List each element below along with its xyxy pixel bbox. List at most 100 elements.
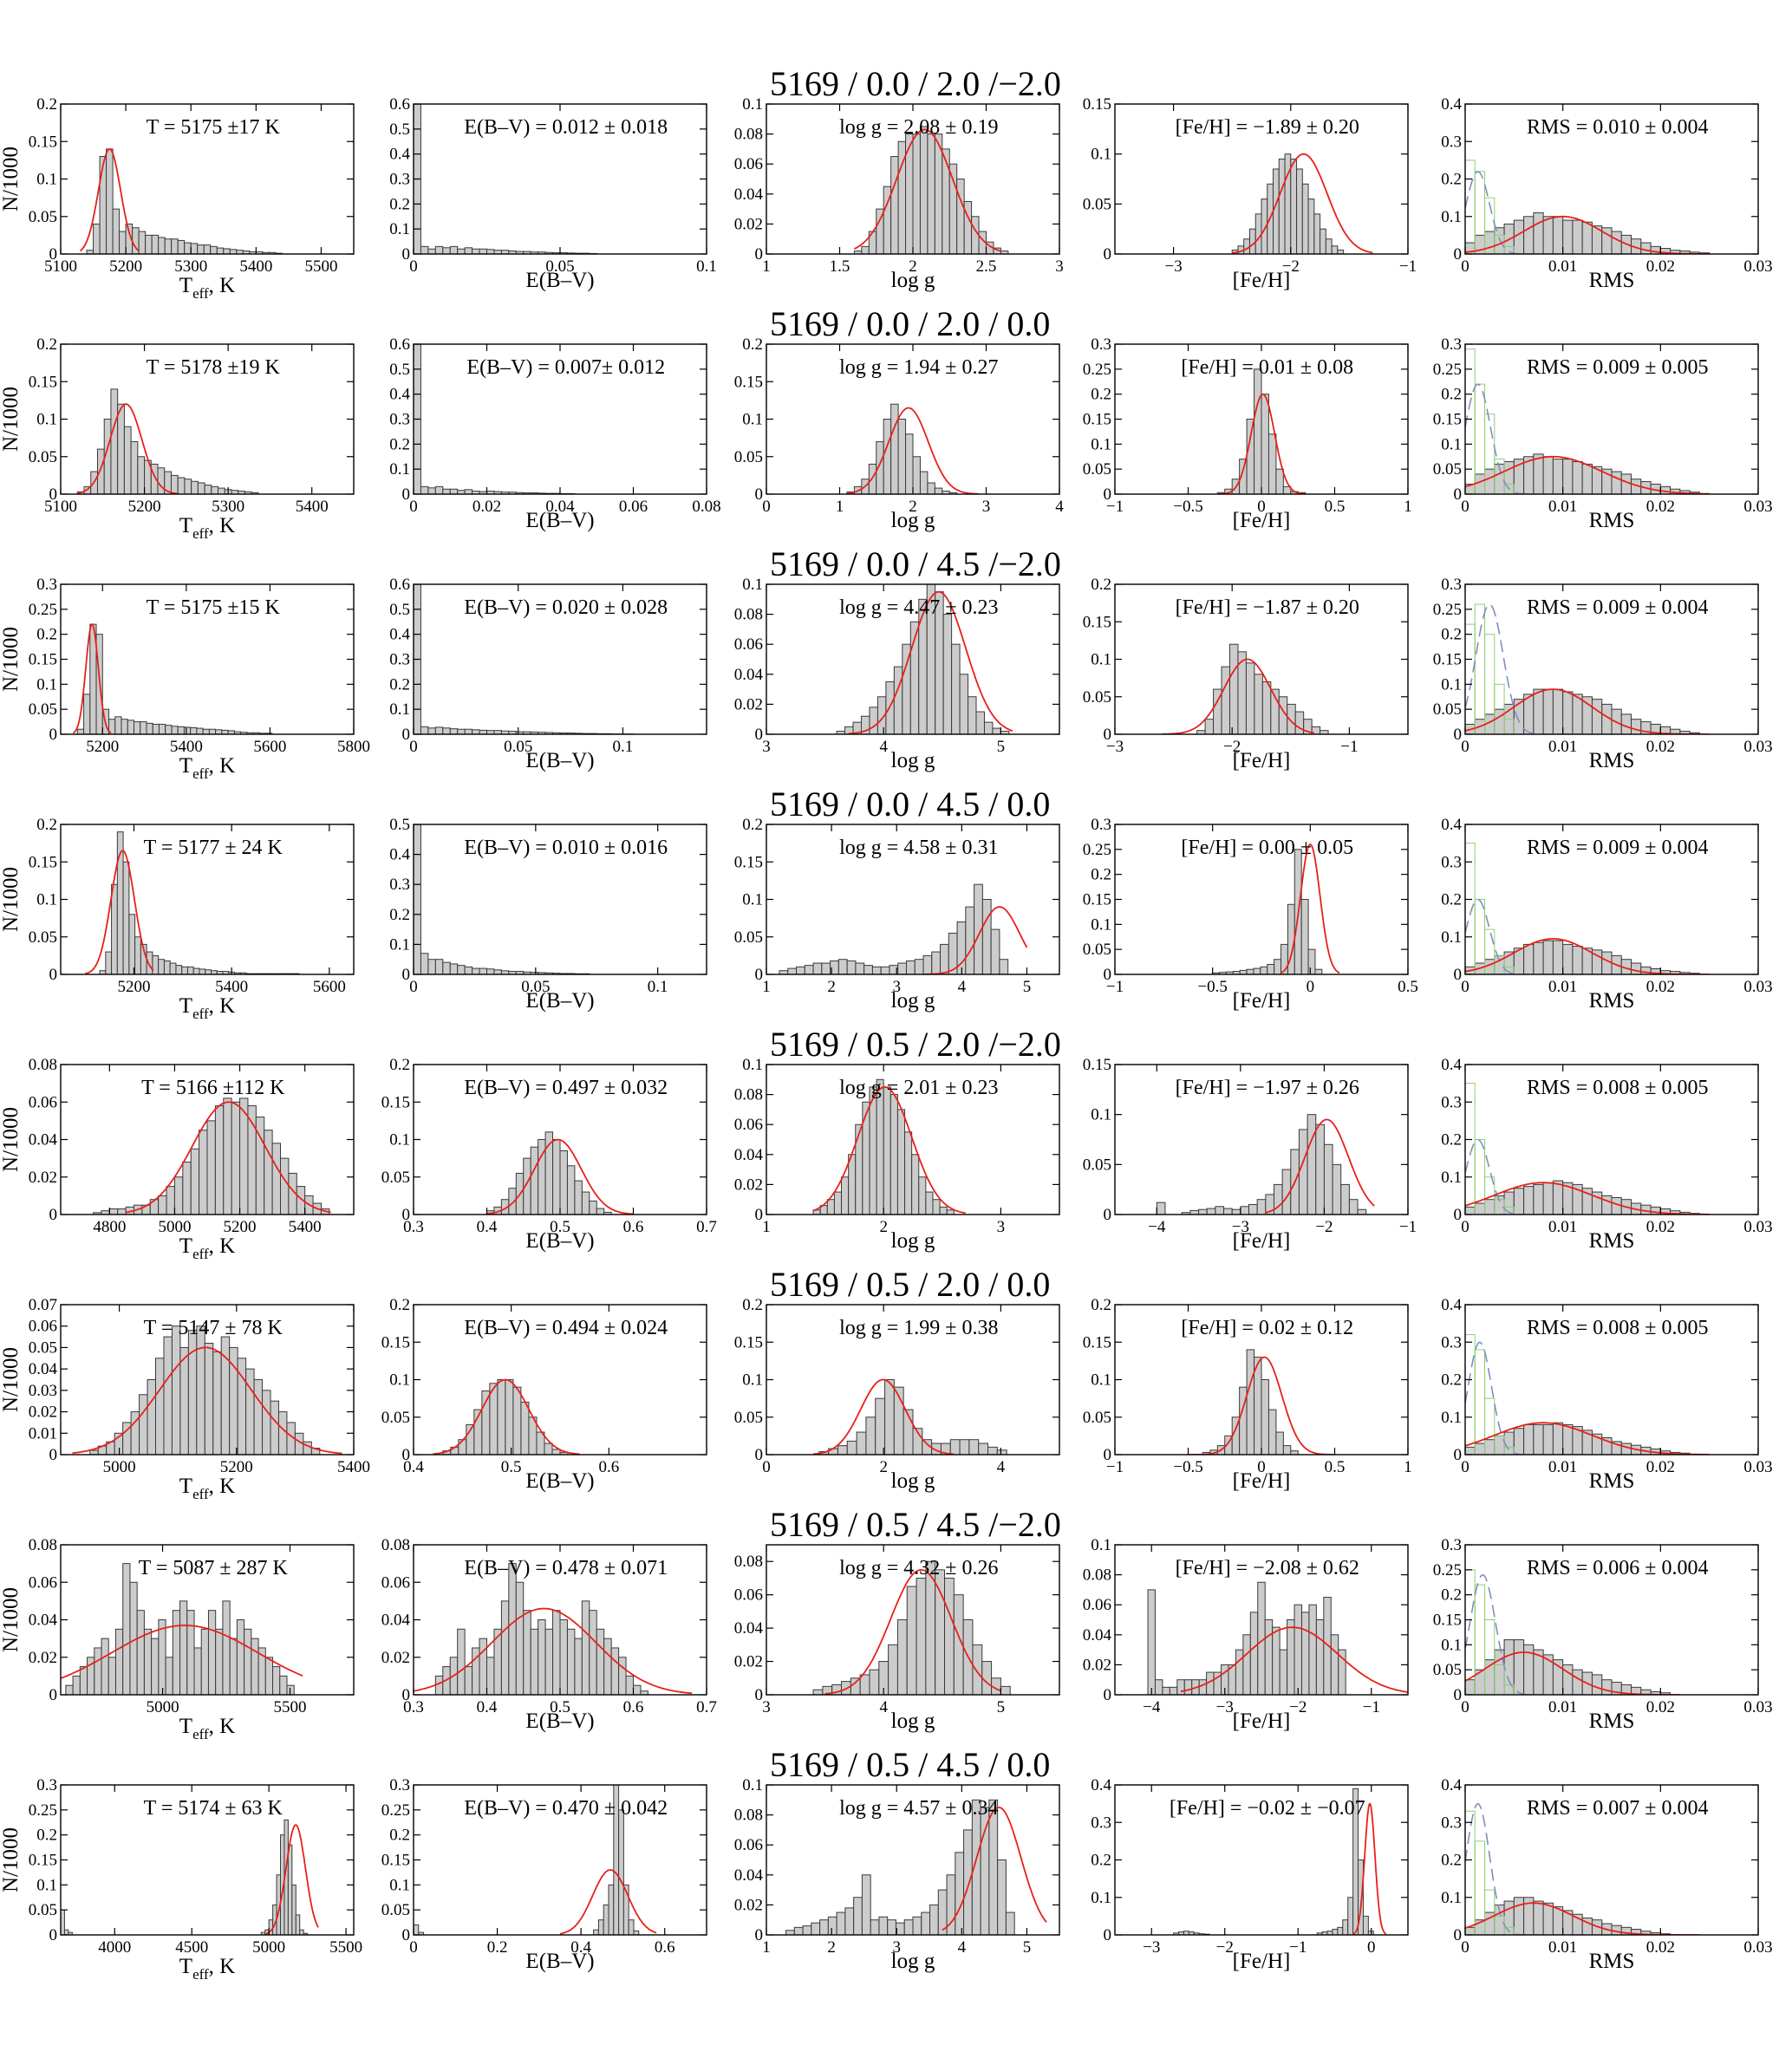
panel-annotation: T = 5175 ±17 K (147, 116, 281, 139)
y-tick-label: 0.08 (734, 1553, 763, 1571)
histogram-bar (1228, 643, 1239, 734)
histogram-bar (1347, 1897, 1354, 1935)
x-tick-label: 0.2 (487, 1938, 508, 1957)
x-tick-label: 0.4 (477, 1698, 498, 1716)
histogram-bar (865, 1416, 876, 1455)
histogram-bar (218, 487, 225, 494)
x-tick-label: 0 (1461, 978, 1469, 996)
histogram-bar (1332, 1929, 1339, 1935)
histogram-bar (1169, 1686, 1178, 1695)
panel-annotation: T = 5174 ± 63 K (144, 1797, 283, 1820)
x-axis-label: E(B–V) (525, 1950, 594, 1973)
histogram-bar (821, 962, 831, 974)
x-tick-label: 4800 (93, 1218, 126, 1236)
panel: 0 0.2 0.4 0.6 0 0.05 0.1 0.15 0.2 0.25 0.3 E(B–V) =… (381, 1776, 707, 1973)
x-tick-label: 0.1 (696, 257, 717, 276)
histogram-bar (1248, 228, 1256, 254)
x-tick-label: 5200 (118, 978, 151, 996)
histogram-bar (1513, 1897, 1525, 1935)
histogram-bar (948, 163, 958, 254)
histogram-bar (1484, 1439, 1496, 1455)
panel-annotation: E(B–V) = 0.497 ± 0.032 (464, 1077, 668, 1099)
histogram-bar (279, 1675, 288, 1695)
x-tick-label: 5000 (103, 1458, 136, 1476)
x-tick-label: 0.03 (1743, 257, 1772, 276)
x-tick-label: 0.03 (1743, 498, 1772, 516)
panel: 0 0.01 0.02 0.03 0 0.05 0.1 0.15 0.2 0.25 0.3 RMS =… (1433, 1536, 1773, 1733)
histogram-bar (1223, 1208, 1233, 1215)
y-tick-label: 0.05 (29, 700, 57, 719)
histogram-bar (949, 1439, 961, 1455)
histogram-bar (904, 1131, 913, 1215)
histogram-bar (177, 477, 186, 494)
panel-inner (1212, 843, 1340, 974)
y-tick-label: 0.1 (389, 1876, 410, 1894)
gaussian-fit-curve (848, 590, 1013, 734)
histogram-bar (1300, 899, 1309, 974)
histogram-bar (878, 1916, 889, 1935)
panel: −1 −0.5 0 0.5 1 0 0.05 0.1 0.15 0.2 0.25 0.3 [Fe/H] … (1083, 335, 1412, 532)
x-tick-label: 0.3 (403, 1698, 424, 1716)
histogram-bar (1513, 1188, 1525, 1215)
histogram-bar (229, 249, 238, 254)
x-axis-label: RMS (1589, 1469, 1635, 1493)
green-histogram-bar (1484, 414, 1496, 494)
panel-annotation: [Fe/H] = −1.97 ± 0.26 (1176, 1077, 1359, 1099)
y-tick-label: 0.1 (1441, 435, 1462, 453)
histogram-bar (911, 1154, 920, 1215)
panel-inner (1465, 843, 1710, 974)
x-axis-label: E(B–V) (525, 989, 594, 1013)
y-tick-label: 0.3 (389, 1776, 410, 1794)
y-tick-label: 0.05 (734, 928, 763, 947)
x-tick-label: −4 (1148, 1218, 1166, 1236)
y-tick-label: 0.15 (1083, 1333, 1111, 1351)
y-tick-label: 0.1 (36, 171, 57, 189)
histogram-bar (479, 1638, 487, 1695)
y-tick-label: 0.1 (1441, 1169, 1462, 1187)
x-tick-label: 0.6 (623, 1218, 644, 1236)
histogram-bar (427, 727, 436, 734)
gaussian-fit-curve (1232, 153, 1373, 254)
y-tick-label: 0.05 (1083, 460, 1111, 479)
y-tick-label: 0.25 (381, 1801, 410, 1820)
histogram-bar (138, 231, 147, 254)
panel-annotation: log g = 2.08 ± 0.19 (839, 116, 998, 139)
histogram-bar (500, 1600, 510, 1695)
teff-subscript: eff (192, 1966, 209, 1983)
panel-inner (785, 1799, 1047, 1935)
histogram-bar (1552, 216, 1564, 254)
y-tick-label: 0.02 (29, 1169, 57, 1187)
y-tick-label: 0 (402, 726, 411, 744)
histogram-bar (1542, 940, 1554, 974)
panel: 4800 5000 5200 5400 0 0.02 0.04 0.06 0.08 T = 516… (29, 1056, 355, 1262)
histogram-bar (215, 729, 223, 734)
histogram-bar (427, 248, 436, 254)
y-tick-label: 0.1 (742, 576, 763, 594)
y-tick-label: 0.05 (734, 1409, 763, 1427)
histogram-bar (464, 728, 473, 734)
histogram-bar (530, 1628, 539, 1695)
panel: 0 0.01 0.02 0.03 0 0.1 0.2 0.3 0.4 RMS = 0.007 ± … (1441, 1776, 1772, 1973)
histogram-bar (1533, 212, 1544, 254)
histogram-bar (959, 1439, 970, 1455)
histogram-bar (869, 1086, 877, 1215)
x-tick-label: 0.4 (570, 1938, 591, 1957)
x-tick-label: 0.03 (1743, 978, 1772, 996)
x-tick-label: 0.02 (1646, 1458, 1675, 1476)
x-tick-label: 5600 (253, 738, 286, 756)
x-axis-label: RMS (1589, 1710, 1635, 1733)
histogram-bar (1273, 168, 1280, 254)
y-tick-label: 0.04 (1083, 1626, 1112, 1644)
y-tick-label: 0.05 (1433, 700, 1462, 719)
x-tick-label: 4500 (175, 1938, 208, 1957)
y-tick-label: 0.1 (1091, 1889, 1111, 1907)
y-axis-label: N/1000 (0, 387, 23, 452)
y-tick-label: 0 (402, 1686, 411, 1704)
histogram-bar (956, 179, 965, 254)
x-axis-label: [Fe/H] (1233, 1950, 1291, 1973)
x-axis-label: [Fe/H] (1233, 269, 1291, 292)
x-tick-label: 0.5 (1325, 1458, 1346, 1476)
teff-unit: , K (209, 1715, 236, 1738)
x-tick-label: 5400 (215, 978, 248, 996)
histogram-bar (122, 1563, 131, 1695)
